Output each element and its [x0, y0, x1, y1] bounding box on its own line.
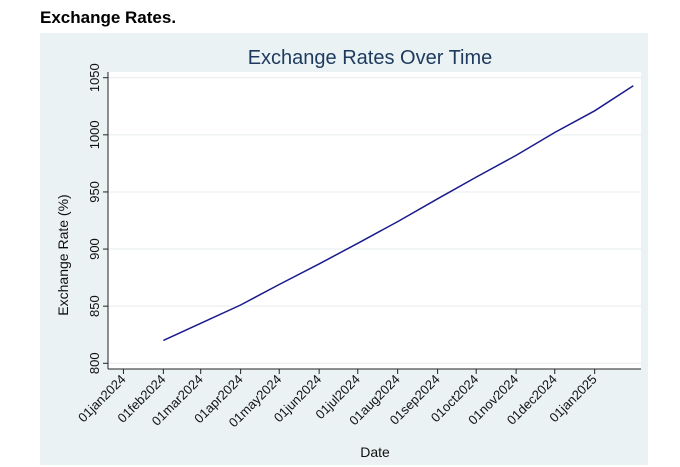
figure-caption: Exchange Rates. — [40, 8, 177, 27]
x-axis-title: Date — [360, 444, 390, 460]
y-tick-label: 900 — [87, 238, 102, 260]
series-line — [163, 85, 634, 342]
y-tick-label: 1000 — [87, 120, 102, 149]
line-chart: Exchange Rates Over Time 800 850 900 950 100… — [40, 33, 648, 465]
grid-lines — [108, 77, 641, 364]
y-tick-label: 950 — [87, 181, 102, 203]
y-tick-label: 800 — [87, 352, 102, 374]
y-tick-label: 1050 — [87, 63, 102, 92]
chart-title: Exchange Rates Over Time — [248, 47, 493, 69]
y-tick-label: 850 — [87, 295, 102, 317]
plot-area — [108, 72, 641, 369]
y-axis-title: Exchange Rate (%) — [55, 194, 71, 315]
y-axis: 800 850 900 950 1000 1050 — [87, 63, 109, 374]
